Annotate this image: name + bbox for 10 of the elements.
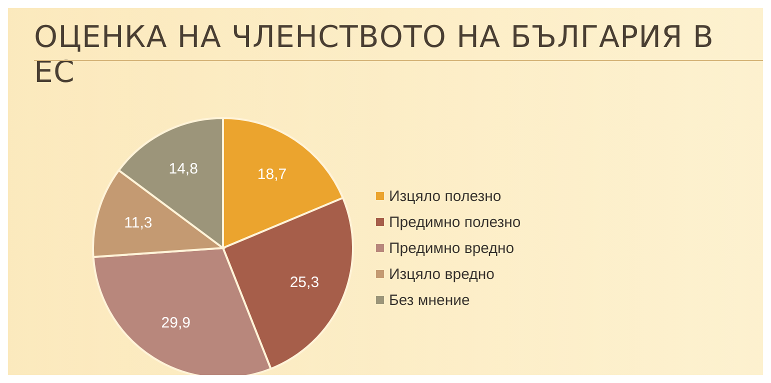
legend-label: Изцяло полезно	[389, 188, 502, 204]
legend-label: Изцяло вредно	[389, 266, 495, 282]
legend-label: Предимно полезно	[389, 214, 521, 230]
legend-label: Без мнение	[389, 292, 470, 308]
legend-label: Предимно вредно	[389, 240, 514, 256]
data-label: 25,3	[290, 274, 320, 291]
data-label: 14,8	[168, 160, 198, 178]
data-label: 11,3	[124, 214, 152, 232]
data-label: 18,7	[257, 166, 287, 183]
data-label: 29,9	[161, 314, 190, 332]
